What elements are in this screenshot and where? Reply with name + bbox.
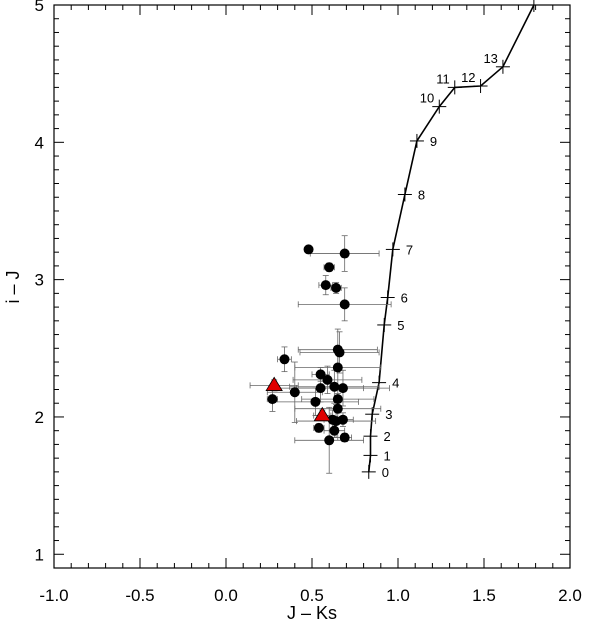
spectral-type-label: 13 (483, 51, 497, 66)
x-axis-title: J – Ks (287, 603, 337, 623)
triangle-point (265, 376, 283, 391)
data-point (331, 282, 342, 293)
x-tick-label: -0.5 (125, 586, 154, 605)
x-tick-label: 0.5 (300, 586, 324, 605)
spectral-type-label: 0 (382, 465, 389, 480)
y-tick-label: 5 (35, 0, 44, 15)
data-markers (265, 244, 350, 446)
data-point (324, 435, 335, 446)
data-point (337, 383, 348, 394)
y-tick-label: 4 (35, 133, 44, 152)
spectral-type-label: 2 (383, 429, 390, 444)
data-point (303, 244, 314, 255)
data-point (313, 422, 324, 433)
data-point (339, 248, 350, 259)
spectral-type-label: 4 (392, 376, 399, 391)
data-point (339, 299, 350, 310)
data-point (289, 387, 300, 398)
plot-frame (53, 4, 571, 569)
data-point (315, 369, 326, 380)
data-point (331, 416, 342, 427)
data-point (339, 432, 350, 443)
data-point (279, 354, 290, 365)
spectral-type-label: 1 (383, 448, 390, 463)
spectral-type-label: 11 (436, 71, 450, 86)
triangle-point (313, 406, 332, 422)
x-tick-label: 2.0 (558, 586, 582, 605)
data-point (332, 394, 343, 405)
data-point (329, 381, 340, 392)
spectral-type-label: 12 (461, 70, 475, 85)
data-point (267, 394, 278, 405)
x-tick-labels: -1.0 -0.5 0.0 0.5 1.0 1.5 2.0 (39, 586, 581, 605)
y-tick-label: 2 (35, 408, 44, 427)
x-tick-label: 1.5 (472, 586, 496, 605)
spectral-type-label: 8 (418, 187, 425, 202)
y-tick-labels: 1 2 3 4 5 (35, 0, 44, 564)
data-point (315, 383, 326, 394)
spectral-type-label: 9 (430, 134, 437, 149)
data-point (310, 396, 321, 407)
x-tick-label: 0.0 (214, 586, 238, 605)
data-point (329, 425, 340, 436)
minor-ticks (54, 5, 570, 568)
x-tick-label: -1.0 (39, 586, 68, 605)
data-point (320, 280, 331, 291)
data-point (332, 362, 343, 373)
data-point (324, 262, 335, 273)
x-tick-label: 1.0 (386, 586, 410, 605)
spectral-type-label: 10 (420, 91, 434, 106)
spectral-type-label: 7 (406, 242, 413, 257)
spectral-type-label: 5 (397, 318, 404, 333)
spectral-type-label: 6 (401, 290, 408, 305)
y-tick-label: 1 (35, 545, 44, 564)
data-point (322, 374, 333, 385)
spectral-type-label: 3 (385, 407, 392, 422)
data-point (332, 403, 343, 414)
y-tick-label: 3 (35, 271, 44, 290)
y-axis-title: i – J (3, 270, 23, 303)
data-point (334, 347, 345, 358)
